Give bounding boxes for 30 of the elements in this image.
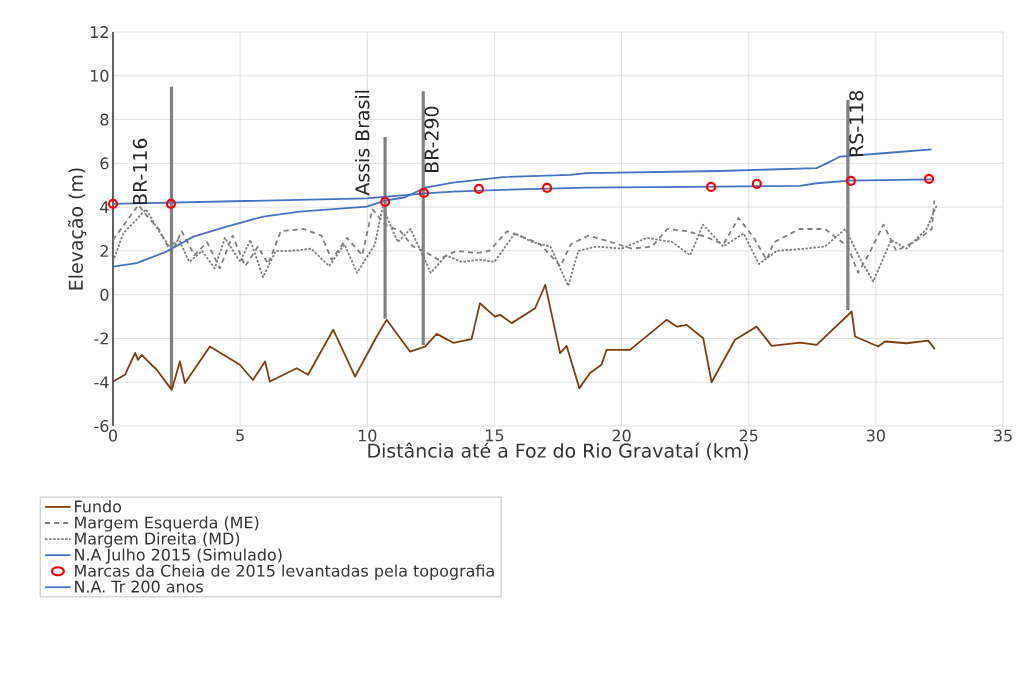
annotation: BR-290: [424, 106, 439, 172]
x-tick-label: 20: [612, 429, 631, 442]
x-tick-label: 35: [994, 429, 1012, 442]
legend-label: Margem Direita (MD): [75, 532, 240, 548]
legend-label: Fundo: [75, 500, 122, 513]
y-axis-title: Elevação (m): [68, 168, 87, 290]
y-tick-label: 8: [100, 113, 109, 126]
annotation: Assis Brasil: [354, 90, 370, 196]
x-tick-label: 25: [739, 429, 758, 442]
legend-label: N.A Julho 2015 (Simulado): [75, 548, 282, 564]
y-tick-label: 12: [90, 26, 108, 38]
x-tick-label: 10: [358, 429, 377, 442]
y-tick-label: -4: [94, 376, 109, 389]
legend-label: Marcas da Cheia de 2015 levantadas pela topografia: [75, 564, 494, 580]
legend-label: Margem Esquerda (ME): [75, 516, 259, 532]
legend-label: N.A. Tr 200 anos: [75, 580, 203, 593]
x-tick-label: 5: [236, 429, 244, 442]
y-tick-label: 2: [100, 244, 108, 257]
x-axis-title: Distância até a Foz do Rio Gravataí (km): [368, 442, 748, 461]
y-tick-label: -6: [94, 419, 109, 433]
y-tick-label: 4: [100, 201, 109, 213]
annotation: RS-118: [849, 90, 864, 156]
y-tick-label: 10: [90, 69, 109, 82]
x-tick-label: 30: [866, 429, 885, 442]
y-tick-label: 0: [100, 288, 109, 301]
x-tick-label: 0: [108, 429, 118, 442]
y-tick-label: -2: [94, 332, 108, 345]
y-tick-label: 6: [100, 157, 109, 170]
x-tick-label: 15: [486, 429, 504, 442]
annotation: BR-116: [132, 138, 148, 205]
